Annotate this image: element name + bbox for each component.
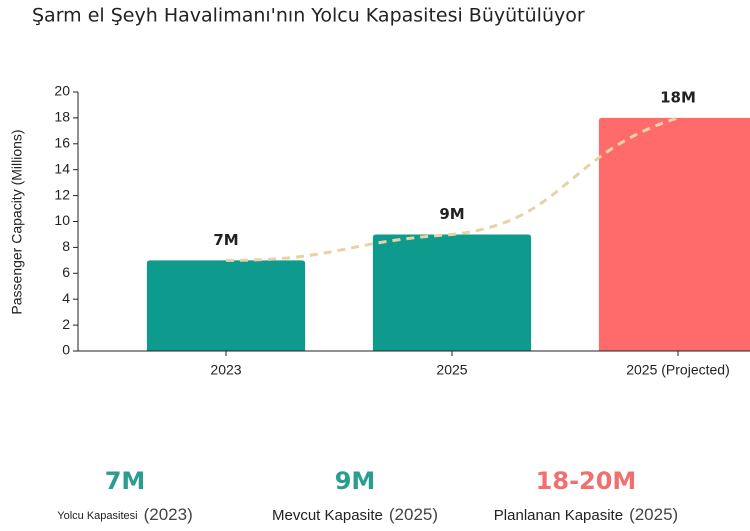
bar bbox=[372, 234, 532, 351]
stat-year: (2025) bbox=[389, 505, 438, 524]
stat-label-text: Yolcu Kapasitesi bbox=[57, 510, 137, 522]
y-tick-label: 10 bbox=[54, 212, 70, 228]
stat-label-text: Mevcut Kapasite bbox=[272, 507, 383, 524]
stat-label: Planlanan Kapasite (2025) bbox=[494, 505, 678, 524]
y-tick-label: 18 bbox=[54, 109, 70, 125]
x-tick-label: 2025 (Projected) bbox=[626, 362, 730, 378]
y-tick-label: 0 bbox=[62, 342, 70, 358]
trend-line bbox=[225, 116, 679, 262]
y-tick-label: 16 bbox=[54, 135, 70, 151]
stat-year: (2025) bbox=[629, 505, 678, 524]
y-tick-label: 6 bbox=[62, 264, 70, 280]
stat-label: Mevcut Kapasite (2025) bbox=[272, 505, 438, 524]
chart-title: Şarm el Şeyh Havalimanı'nın Yolcu Kapasi… bbox=[32, 5, 585, 27]
y-axis-label: Passenger Capacity (Millions) bbox=[9, 129, 25, 314]
stat-value: 9M bbox=[335, 467, 376, 495]
stat-year: (2023) bbox=[144, 505, 193, 524]
stat-value: 7M bbox=[105, 467, 146, 495]
y-tick-label: 14 bbox=[54, 160, 70, 176]
value-label: 7M bbox=[213, 231, 238, 249]
value-label: 18M bbox=[660, 88, 696, 106]
value-label: 9M bbox=[439, 205, 464, 223]
x-tick-label: 2025 bbox=[436, 362, 467, 378]
bar bbox=[146, 260, 306, 351]
y-tick-label: 4 bbox=[62, 290, 70, 306]
x-tick-label: 2023 bbox=[210, 362, 241, 378]
stat-value: 18-20M bbox=[536, 467, 637, 495]
y-tick-label: 20 bbox=[54, 83, 70, 99]
stat-label-text: Planlanan Kapasite bbox=[494, 507, 623, 524]
stat-label: Yolcu Kapasitesi (2023) bbox=[57, 505, 192, 524]
y-tick-label: 12 bbox=[54, 186, 70, 202]
y-tick-label: 8 bbox=[62, 238, 70, 254]
y-tick-label: 2 bbox=[62, 316, 70, 332]
bar bbox=[598, 117, 750, 351]
